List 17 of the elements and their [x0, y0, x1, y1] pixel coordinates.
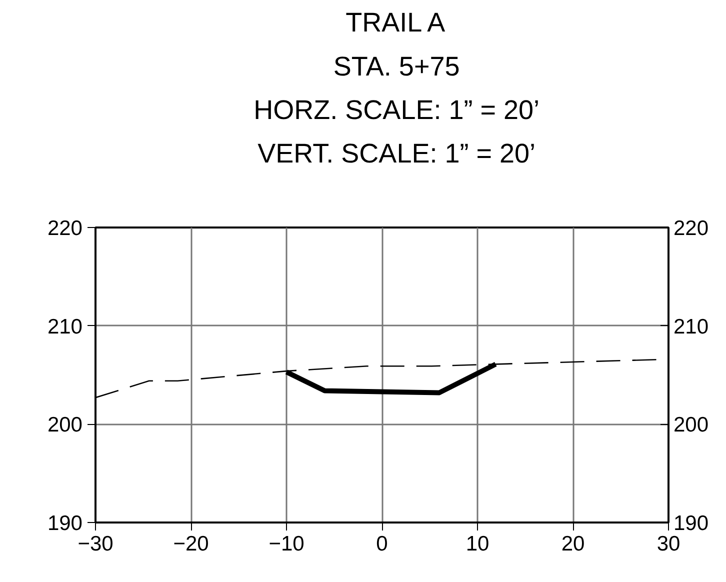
- y2-tick-label: 200: [674, 414, 709, 437]
- chart-title: TRAIL A: [346, 8, 446, 38]
- y-tick-label: 200: [47, 414, 83, 437]
- x-tick-label: −30: [78, 532, 114, 556]
- y2-tick-label: 220: [674, 217, 709, 240]
- y-tick-label: 190: [47, 512, 83, 535]
- chart-subtitle: STA. 5+75 HORZ. SCALE: 1” = 20’ VERT. SCALE: 1” = 20’: [254, 52, 540, 168]
- y2-tick-label: 190: [674, 512, 709, 535]
- x-tick-label: 0: [376, 532, 388, 556]
- x-tick-label: −10: [268, 532, 304, 556]
- y-tick-label: 220: [47, 217, 83, 240]
- x-tick-label: −20: [173, 532, 209, 556]
- x-tick-label: 30: [656, 532, 680, 556]
- y2-tick-label: 210: [674, 315, 709, 338]
- y-tick-label: 210: [47, 315, 83, 338]
- x-tick-label: 20: [561, 532, 585, 556]
- x-tick-label: 10: [466, 532, 490, 556]
